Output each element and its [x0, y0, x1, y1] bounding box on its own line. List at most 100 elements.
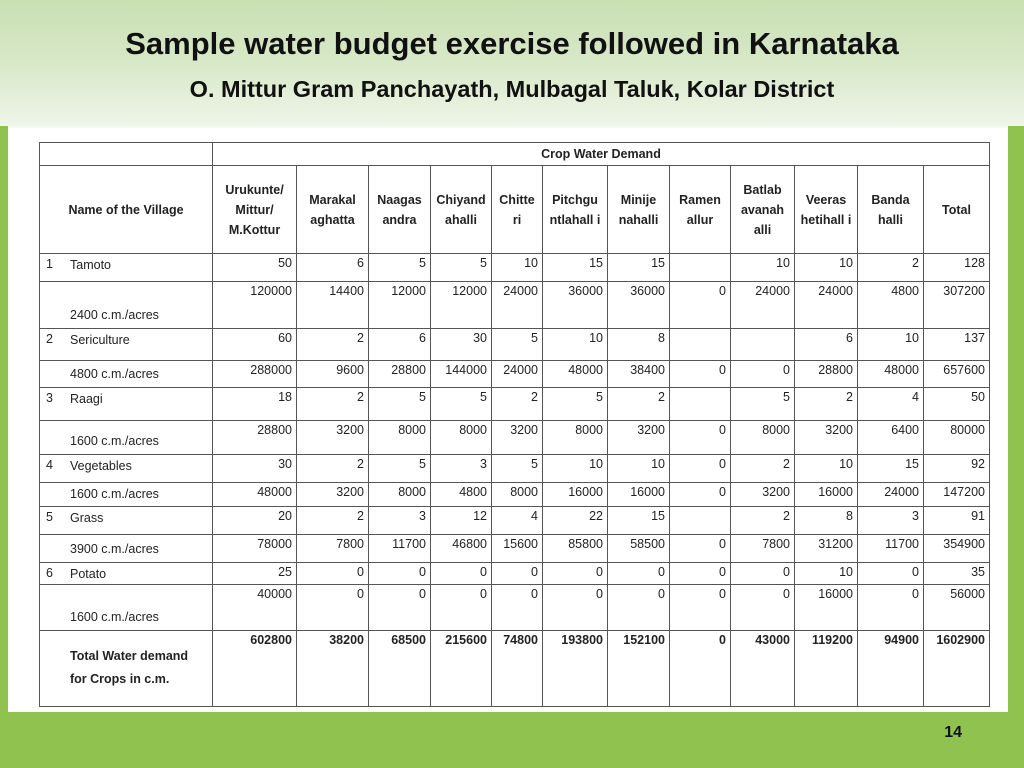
- table-row: 1600 c.m./acres 40000 0 0 0 0 0 0 0 0 16000 0 56000: [39, 584, 990, 631]
- value-cell: 4: [857, 387, 924, 421]
- value-cell: 8000: [542, 420, 608, 455]
- total-label-line2: for Crops in c.m.: [70, 672, 170, 686]
- table-row: 2 Sericulture 60 2 6 30 5 10 8 6 10 137: [39, 328, 990, 361]
- value-cell: 2: [607, 387, 670, 421]
- page-number: 14: [944, 724, 962, 741]
- value-cell: 5: [430, 387, 492, 421]
- value-cell: 288000: [212, 360, 297, 388]
- total-value-cell: 119200: [794, 630, 858, 707]
- total-row: Total Water demand for Crops in c.m. 60280…: [39, 630, 990, 707]
- value-cell: 4: [491, 506, 543, 535]
- total-value-cell: 74800: [491, 630, 543, 707]
- value-cell: 10: [491, 253, 543, 282]
- value-cell: 7800: [730, 534, 795, 563]
- value-cell: 3: [368, 506, 431, 535]
- value-cell: 48000: [857, 360, 924, 388]
- value-cell: 14400: [296, 281, 369, 329]
- value-cell: 40000: [212, 584, 297, 631]
- value-cell: 6400: [857, 420, 924, 455]
- value-cell: 4800: [430, 482, 492, 507]
- value-cell: [669, 328, 731, 361]
- value-cell: 28800: [794, 360, 858, 388]
- row-label: Vegetables: [70, 459, 132, 473]
- row-label-cell: 2 Sericulture: [39, 328, 213, 361]
- column-header: Naagas andra: [368, 165, 431, 254]
- value-cell: 307200: [923, 281, 990, 329]
- value-cell: 0: [669, 281, 731, 329]
- value-cell: 28800: [368, 360, 431, 388]
- row-label-cell: 3 Raagi: [39, 387, 213, 421]
- value-cell: 2: [296, 387, 369, 421]
- value-cell: 10: [794, 562, 858, 585]
- total-value-cell: 215600: [430, 630, 492, 707]
- row-label: 4800 c.m./acres: [70, 367, 159, 381]
- value-cell: 60: [212, 328, 297, 361]
- value-cell: 0: [730, 584, 795, 631]
- value-cell: 24000: [730, 281, 795, 329]
- row-label-cell: 1600 c.m./acres: [39, 482, 213, 507]
- value-cell: 15: [607, 253, 670, 282]
- table-row: 1600 c.m./acres 48000 3200 8000 4800 8000 1600…: [39, 482, 990, 507]
- value-cell: 10: [607, 454, 670, 483]
- value-cell: 8000: [730, 420, 795, 455]
- value-cell: [669, 253, 731, 282]
- value-cell: 0: [368, 584, 431, 631]
- value-cell: 46800: [430, 534, 492, 563]
- value-cell: 3200: [607, 420, 670, 455]
- value-cell: 16000: [794, 584, 858, 631]
- row-label-cell: 3900 c.m./acres: [39, 534, 213, 563]
- value-cell: 22: [542, 506, 608, 535]
- row-label: 1600 c.m./acres: [70, 487, 159, 501]
- value-cell: 0: [857, 562, 924, 585]
- value-cell: 5: [368, 253, 431, 282]
- column-header: Chitte ri: [491, 165, 543, 254]
- value-cell: 5: [730, 387, 795, 421]
- value-cell: 92: [923, 454, 990, 483]
- value-cell: [669, 387, 731, 421]
- value-cell: 30: [212, 454, 297, 483]
- column-header: Veeras hetihall i: [794, 165, 858, 254]
- value-cell: 24000: [857, 482, 924, 507]
- value-cell: 11700: [368, 534, 431, 563]
- value-cell: 16000: [607, 482, 670, 507]
- value-cell: [669, 506, 731, 535]
- value-cell: 0: [669, 454, 731, 483]
- value-cell: 35: [923, 562, 990, 585]
- row-index: 6: [46, 566, 53, 580]
- row-label: 1600 c.m./acres: [70, 610, 159, 624]
- column-header: Chiyand ahalli: [430, 165, 492, 254]
- value-cell: 128: [923, 253, 990, 282]
- row-label: Raagi: [70, 392, 103, 406]
- left-border-strip: [0, 126, 8, 712]
- value-cell: 0: [491, 562, 543, 585]
- value-cell: 0: [669, 360, 731, 388]
- value-cell: 0: [669, 534, 731, 563]
- value-cell: 78000: [212, 534, 297, 563]
- value-cell: 657600: [923, 360, 990, 388]
- column-header: Urukunte/ Mittur/ M.Kottur: [212, 165, 297, 254]
- total-value-cell: 1602900: [923, 630, 990, 707]
- value-cell: 12000: [430, 281, 492, 329]
- value-cell: 6: [368, 328, 431, 361]
- value-cell: 91: [923, 506, 990, 535]
- value-cell: 4800: [857, 281, 924, 329]
- value-cell: 3200: [730, 482, 795, 507]
- table-row: 1 Tamoto 50 6 5 5 10 15 15 10 10 2 128: [39, 253, 990, 282]
- row-index: 1: [46, 257, 53, 271]
- value-cell: 2: [730, 506, 795, 535]
- table-row: 5 Grass 20 2 3 12 4 22 15 2 8 3 91: [39, 506, 990, 535]
- value-cell: 24000: [794, 281, 858, 329]
- value-cell: 3: [857, 506, 924, 535]
- scanned-table-image: Crop Water Demand Name of the Village Ur…: [8, 128, 1008, 710]
- value-cell: 16000: [794, 482, 858, 507]
- value-cell: 2: [296, 328, 369, 361]
- table-row: 4 Vegetables 30 2 5 3 5 10 10 0 2 10 15 92: [39, 454, 990, 483]
- column-header: Batlab avanah alli: [730, 165, 795, 254]
- value-cell: 50: [212, 253, 297, 282]
- value-cell: 6: [296, 253, 369, 282]
- value-cell: 58500: [607, 534, 670, 563]
- value-cell: 24000: [491, 281, 543, 329]
- value-cell: 25: [212, 562, 297, 585]
- total-value-cell: 43000: [730, 630, 795, 707]
- value-cell: [730, 328, 795, 361]
